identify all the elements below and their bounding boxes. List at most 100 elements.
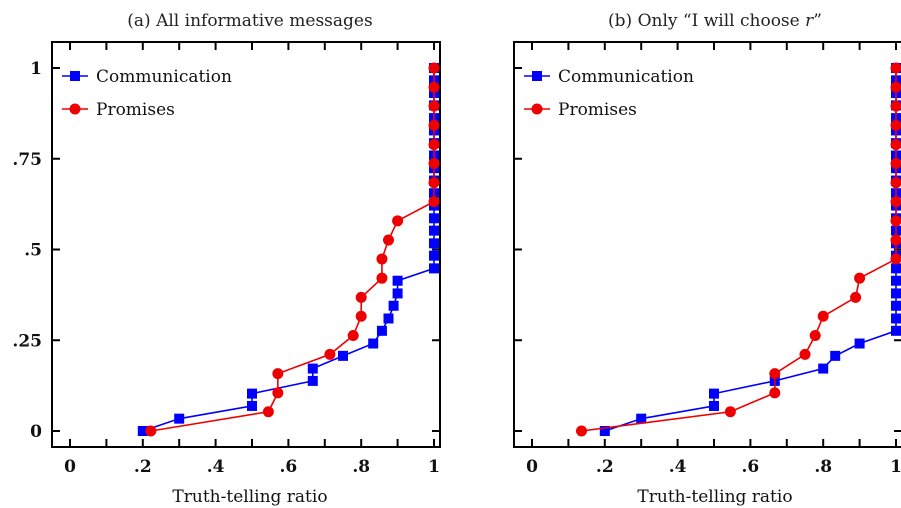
x-tick-label: .2 xyxy=(596,457,614,477)
y-tick-label: 1 xyxy=(30,59,42,79)
communication-point xyxy=(388,300,399,311)
x-tick-label: 0 xyxy=(64,457,76,477)
x-tick-label: .4 xyxy=(669,457,687,477)
promises-point xyxy=(428,139,440,151)
x-tick-label: .8 xyxy=(814,457,832,477)
promises-point xyxy=(376,253,388,265)
promises-point xyxy=(383,234,394,246)
communication-point xyxy=(709,400,719,411)
promises-point xyxy=(809,330,821,342)
communication-point xyxy=(247,388,257,399)
communication-point xyxy=(307,375,318,386)
promises-point xyxy=(890,119,901,131)
communication-point xyxy=(368,338,379,349)
promises-point xyxy=(724,406,736,418)
promises-point xyxy=(890,215,901,227)
panel-a-title: (a) All informative messages xyxy=(127,11,372,31)
communication-point xyxy=(891,325,901,336)
promises-point xyxy=(576,425,588,437)
panel-b: (b) Only “I will choose r” 0 .2 .4 .6 .8 1 Co… xyxy=(513,11,901,507)
promises-point xyxy=(799,348,811,360)
promises-point xyxy=(355,310,367,322)
promises-point xyxy=(890,81,901,93)
panel-a-xticks: 0 .2 .4 .6 .8 1 xyxy=(64,42,440,477)
promises-point xyxy=(890,234,901,246)
communication-point xyxy=(174,413,185,424)
communication-point xyxy=(392,288,403,299)
communication-point xyxy=(891,288,901,299)
legend-swatch-promises-marker xyxy=(69,103,81,115)
x-tick-label: .6 xyxy=(742,457,760,477)
panel-b-title-text: (b) Only “I will choose xyxy=(608,11,805,31)
communication-point xyxy=(376,325,387,336)
legend-swatch-communication-marker xyxy=(70,71,80,81)
communication-point xyxy=(636,413,647,424)
communication-point xyxy=(709,388,719,399)
communication-series-line xyxy=(142,68,435,432)
panel-a-legend: Communication Promises xyxy=(62,67,232,120)
promises-point xyxy=(347,330,359,342)
x-tick-label: 1 xyxy=(428,457,440,477)
x-tick-label: .4 xyxy=(207,457,225,477)
communication-point xyxy=(307,363,318,374)
promises-point xyxy=(890,157,901,169)
panel-b-frame xyxy=(513,41,901,448)
x-tick-label: .2 xyxy=(134,457,152,477)
communication-point xyxy=(429,263,439,274)
promises-point xyxy=(890,196,901,208)
communication-point xyxy=(137,426,148,436)
legend-swatch-communication-marker xyxy=(532,71,542,81)
panel-b-legend: Communication Promises xyxy=(524,67,694,120)
communication-point xyxy=(392,275,403,286)
legend-label-promises: Promises xyxy=(96,100,175,120)
promises-point xyxy=(324,348,336,360)
panel-a-yticks: 0 .25 .5 .75 1 xyxy=(12,59,440,442)
legend-swatch-promises-marker xyxy=(531,103,543,115)
x-tick-label: .6 xyxy=(280,457,298,477)
promises-point xyxy=(428,119,440,131)
promises-point xyxy=(392,215,404,227)
communication-point xyxy=(429,250,439,261)
promises-point xyxy=(817,310,829,322)
panel-a-xlabel: Truth-telling ratio xyxy=(172,487,327,507)
communication-point xyxy=(338,350,348,361)
promises-point xyxy=(145,425,157,437)
y-tick-label: .25 xyxy=(12,331,42,351)
promises-series-line xyxy=(581,68,897,432)
promises-point xyxy=(850,291,862,303)
communication-point xyxy=(854,338,865,349)
communication-point xyxy=(891,263,901,274)
panel-a-series xyxy=(137,62,440,437)
promises-point xyxy=(272,387,284,399)
communication-point xyxy=(429,225,439,236)
promises-point xyxy=(890,139,901,151)
panel-b-xticks: 0 .2 .4 .6 .8 1 xyxy=(526,42,901,477)
x-tick-label: .8 xyxy=(352,457,370,477)
communication-point xyxy=(383,313,394,324)
panel-a-frame xyxy=(51,41,441,448)
promises-point xyxy=(428,62,440,74)
communication-point xyxy=(830,350,841,361)
x-tick-label: 0 xyxy=(526,457,538,477)
promises-point xyxy=(428,81,440,93)
promises-point xyxy=(854,272,866,284)
promises-point xyxy=(890,177,901,189)
communication-point xyxy=(247,400,257,411)
panel-b-title: (b) Only “I will choose r” xyxy=(608,11,822,31)
x-tick-label: 1 xyxy=(890,457,901,477)
legend-label-communication: Communication xyxy=(96,67,232,87)
promises-series-line xyxy=(150,68,435,432)
communication-point xyxy=(891,313,901,324)
panel-b-yticks xyxy=(514,67,901,432)
promises-point xyxy=(890,253,901,265)
panel-a: (a) All informative messages 0.25.5.751 … xyxy=(12,11,441,507)
promises-point xyxy=(262,406,274,418)
communication-point xyxy=(818,363,829,374)
communication-series-line xyxy=(604,68,897,432)
promises-point xyxy=(428,100,440,112)
panel-b-title-quote: ” xyxy=(813,11,822,31)
panel-b-xlabel: Truth-telling ratio xyxy=(637,487,792,507)
legend-label-promises: Promises xyxy=(558,100,637,120)
promises-point xyxy=(428,177,440,189)
